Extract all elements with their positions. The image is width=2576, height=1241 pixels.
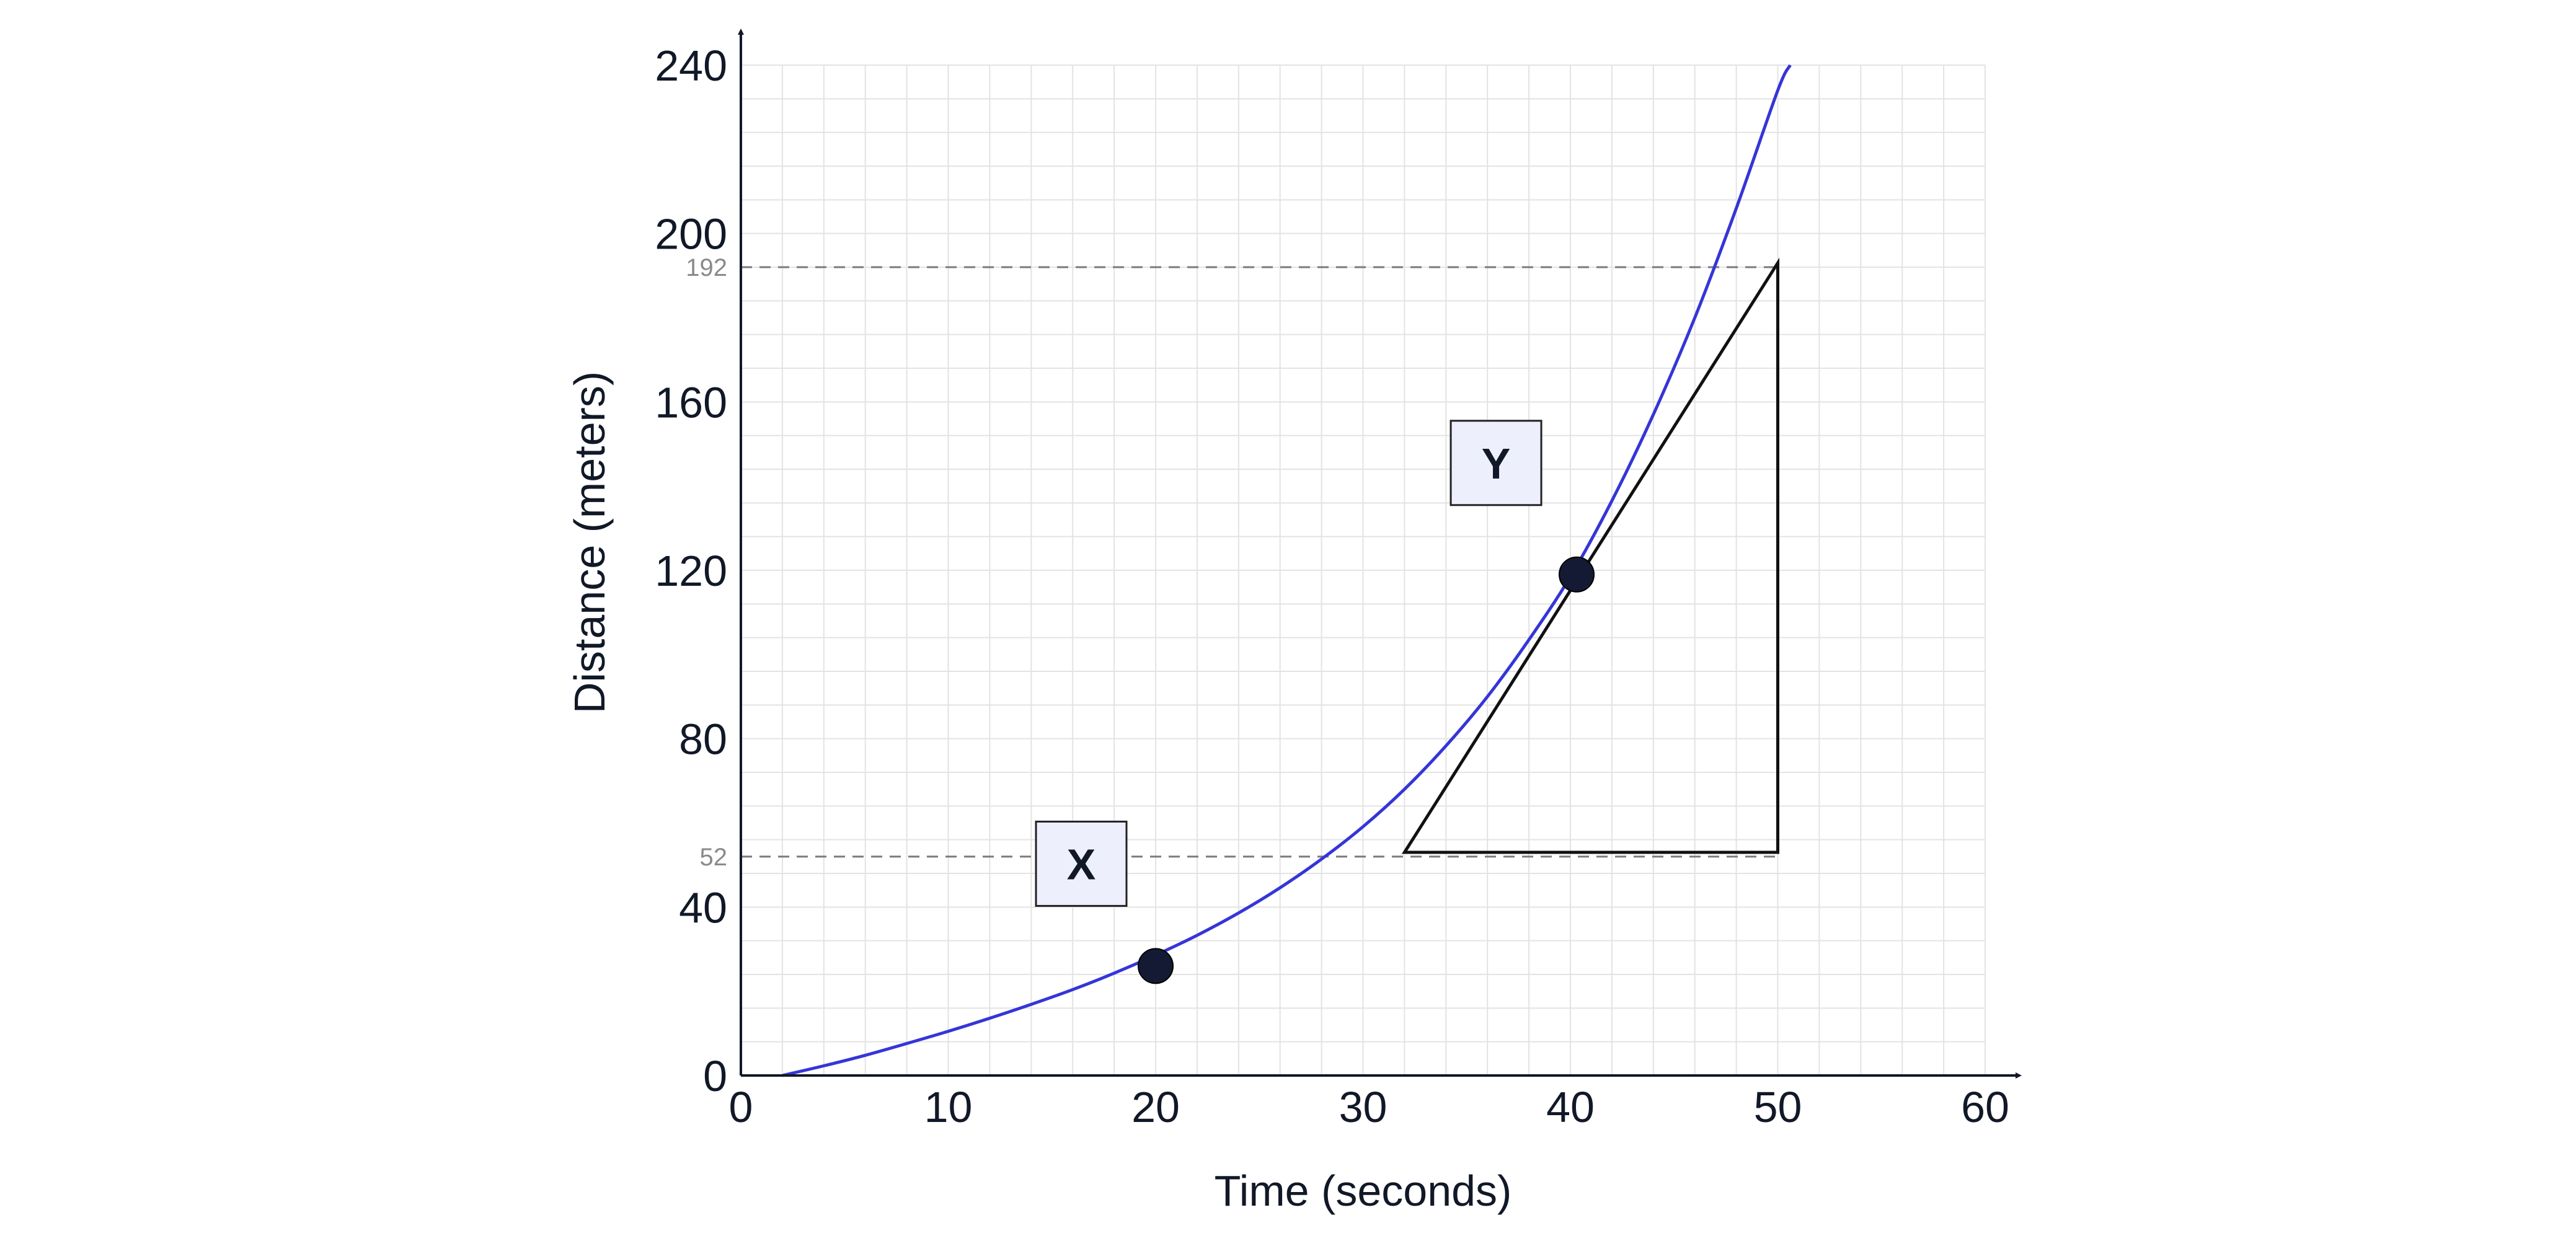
y-tick-label: 40 xyxy=(679,883,727,932)
x-tick-label: 30 xyxy=(1339,1083,1388,1131)
x-tick-label: 40 xyxy=(1546,1083,1595,1131)
distance-curve xyxy=(782,64,1792,1077)
x-tick-label: 60 xyxy=(1961,1083,2009,1131)
y-tick-label: 0 xyxy=(703,1052,727,1100)
tangent-triangle-group xyxy=(1401,257,1779,854)
point-label: Y xyxy=(1482,439,1511,488)
y-tick-label: 80 xyxy=(679,715,727,764)
y-tick-label: 240 xyxy=(655,42,727,90)
data-point xyxy=(1559,556,1595,593)
grid xyxy=(740,64,1986,1076)
point-label-box xyxy=(1450,420,1543,506)
x-tick-label: 10 xyxy=(924,1083,973,1131)
axes xyxy=(738,29,2022,1079)
reference-label: 52 xyxy=(700,844,728,871)
y-axis-title: Distance (meters) xyxy=(565,371,614,713)
x-axis-title: Time (seconds) xyxy=(1215,1167,1512,1215)
point-label-box xyxy=(1035,820,1128,907)
tick-labels: 0 10 20 30 40 50 60 0 40 80 120 160 200 240 xyxy=(655,42,2009,1131)
y-tick-label: 200 xyxy=(655,210,727,258)
points: XY xyxy=(1035,420,1595,984)
x-tick-label: 50 xyxy=(1754,1083,1802,1131)
x-tick-label: 0 xyxy=(729,1083,753,1131)
tangent-triangle xyxy=(1401,257,1779,854)
y-tick-label: 120 xyxy=(655,547,727,595)
y-tick-label: 160 xyxy=(655,378,727,426)
data-point xyxy=(1138,948,1174,984)
curve-group xyxy=(782,64,1792,1077)
reference-label: 192 xyxy=(686,254,727,281)
point-label: X xyxy=(1067,840,1096,888)
reference-lines: 192 52 xyxy=(686,254,1778,871)
x-tick-label: 20 xyxy=(1131,1083,1180,1131)
